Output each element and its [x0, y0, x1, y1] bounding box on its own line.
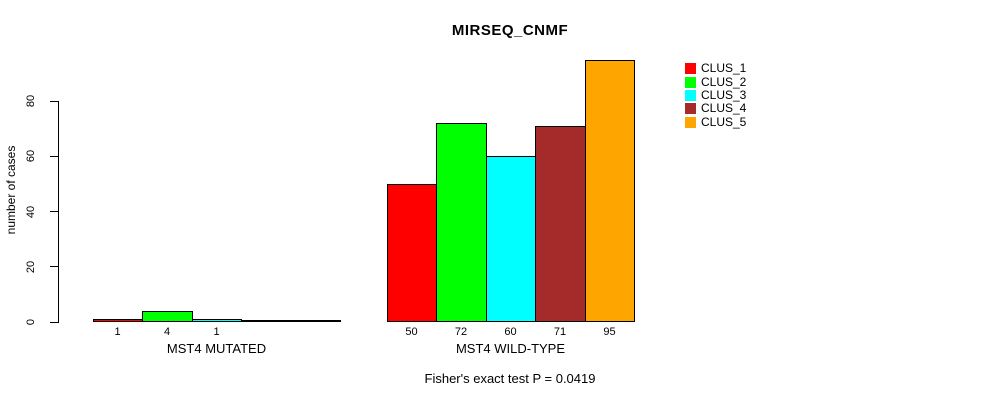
chart-title: MIRSEQ_CNMF — [451, 22, 569, 39]
bar-CLUS_5-zero — [291, 320, 341, 322]
bar-value-label: 4 — [163, 326, 171, 338]
legend-item-CLUS_3: CLUS_3 — [685, 87, 747, 102]
legend: CLUS_1 CLUS_2 CLUS_3 CLUS_4 CLUS_5 — [685, 62, 746, 129]
bar-CLUS_5 — [585, 60, 635, 322]
legend-item-CLUS_2: CLUS_2 — [685, 75, 746, 88]
y-tick-label: 60 — [25, 150, 37, 163]
y-axis-line — [58, 101, 59, 323]
y-axis-tick — [50, 155, 59, 157]
bar-CLUS_1 — [387, 184, 437, 322]
bar-value-label: 95 — [603, 326, 616, 338]
y-tick-label: 80 — [25, 94, 37, 108]
y-tick-label: 20 — [25, 260, 37, 273]
legend-label: CLUS_3 — [701, 87, 747, 102]
bar-value-label: 50 — [405, 326, 418, 338]
y-axis-tick — [50, 100, 59, 102]
legend-swatch-icon — [685, 63, 696, 75]
legend-swatch-icon — [685, 76, 696, 88]
bar-value-label: 1 — [114, 326, 121, 338]
legend-label: CLUS_5 — [701, 114, 747, 129]
group-label-2: MST4 WILD-TYPE — [455, 341, 566, 356]
bar-CLUS_2 — [436, 123, 487, 322]
legend-item-CLUS_1: CLUS_1 — [685, 62, 746, 75]
group-label-1: MST4 MUTATED — [166, 341, 267, 356]
bar-value-label: 60 — [504, 326, 517, 338]
y-axis-tick — [50, 321, 59, 323]
legend-swatch-icon — [685, 103, 696, 115]
legend-label: CLUS_4 — [701, 101, 747, 116]
annotation-text: Fisher's exact test P = 0.0419 — [424, 371, 596, 386]
legend-item-CLUS_5: CLUS_5 — [685, 114, 747, 129]
bar-CLUS_2 — [142, 311, 193, 322]
bar-CLUS_4-zero — [241, 320, 292, 322]
y-tick-label: 0 — [25, 318, 37, 326]
bar-value-label: 1 — [213, 326, 220, 338]
bar-CLUS_3 — [486, 156, 536, 322]
bar-CLUS_3 — [192, 319, 242, 322]
legend-swatch-icon — [685, 89, 696, 101]
bar-CLUS_1 — [93, 319, 143, 322]
legend-label: CLUS_2 — [701, 74, 747, 89]
y-axis-tick — [50, 266, 59, 268]
y-axis-tick — [50, 211, 59, 212]
legend-item-CLUS_4: CLUS_4 — [685, 102, 746, 115]
bar-value-label: 72 — [454, 326, 468, 338]
legend-swatch-icon — [685, 116, 696, 128]
legend-label: CLUS_1 — [701, 61, 747, 76]
bar-CLUS_4 — [535, 126, 586, 322]
bar-value-label: 71 — [553, 326, 567, 338]
y-tick-label: 40 — [25, 205, 37, 218]
